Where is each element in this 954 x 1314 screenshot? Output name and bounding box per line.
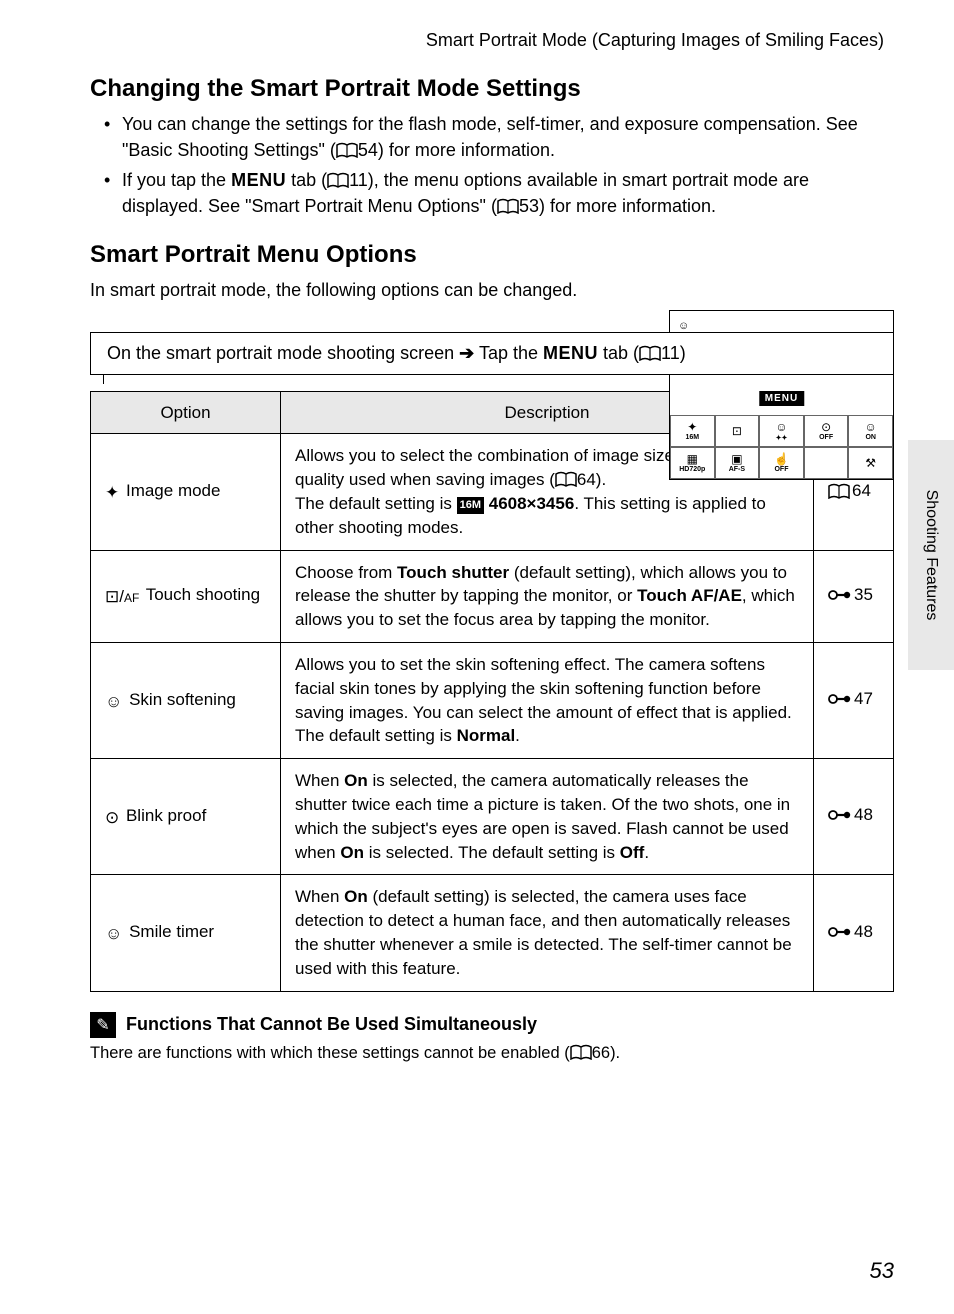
cell-label: 16M bbox=[685, 434, 699, 441]
book-icon bbox=[336, 142, 358, 158]
note-body-ref: 66 bbox=[592, 1044, 610, 1062]
cell-label: AF-S bbox=[729, 466, 745, 473]
camera-cell: ▣AF-S bbox=[715, 447, 760, 479]
camera-cell: ⊙OFF bbox=[804, 415, 849, 447]
cell-icon: ⊡ bbox=[732, 425, 742, 437]
bullet-1: You can change the settings for the flas… bbox=[108, 111, 894, 163]
table-row: ⊙ Blink proofWhen On is selected, the ca… bbox=[91, 759, 894, 875]
bullet1-ref: 54 bbox=[358, 140, 378, 160]
path-pre: On the smart portrait mode shooting scre… bbox=[107, 343, 459, 363]
cell-icon: ☺ bbox=[865, 421, 877, 433]
camera-cell: ☺✦✦ bbox=[759, 415, 804, 447]
cell-label: OFF bbox=[819, 434, 833, 441]
cell-icon: ☺ bbox=[775, 421, 787, 433]
bullet-2: If you tap the MENU tab (11), the menu o… bbox=[108, 167, 894, 219]
cell-label: OFF bbox=[774, 466, 788, 473]
camera-icon-grid: ✦16M ⊡ ☺✦✦ ⊙OFF ☺ON ▦HD720p ▣AF-S ☝OFF ⚒ bbox=[670, 415, 893, 479]
cell-label: HD720p bbox=[679, 466, 705, 473]
menu-tag: MENU bbox=[543, 343, 598, 363]
reference-cell: 47 bbox=[814, 642, 894, 758]
path-post: ) bbox=[680, 343, 686, 363]
navigation-path-box: On the smart portrait mode shooting scre… bbox=[90, 332, 894, 375]
cell-icon: ⚒ bbox=[865, 457, 876, 469]
bullet1-text-post: ) for more information. bbox=[378, 140, 555, 160]
camera-cell: ⚒ bbox=[848, 447, 893, 479]
note-body: There are functions with which these set… bbox=[90, 1044, 894, 1063]
camera-cell: ☝OFF bbox=[759, 447, 804, 479]
option-icon: ⊡/AF bbox=[105, 585, 139, 609]
menu-tag: MENU bbox=[231, 170, 286, 190]
note-body-pre: There are functions with which these set… bbox=[90, 1044, 570, 1062]
cell-icon: ✦ bbox=[687, 421, 697, 433]
path-post-pre: tab ( bbox=[603, 343, 639, 363]
option-cell: ☺ Smile timer bbox=[91, 875, 281, 991]
section2-intro: In smart portrait mode, the following op… bbox=[90, 277, 590, 304]
bullet2-ref2: 53 bbox=[519, 196, 539, 216]
th-option: Option bbox=[91, 392, 281, 434]
pencil-icon: ✎ bbox=[90, 1012, 116, 1038]
camera-cell bbox=[804, 447, 849, 479]
note-title: Functions That Cannot Be Used Simultaneo… bbox=[126, 1014, 537, 1035]
reference-cell: 48 bbox=[814, 875, 894, 991]
cell-icon: ▣ bbox=[731, 453, 742, 465]
option-icon: ✦ bbox=[105, 481, 119, 505]
book-icon bbox=[828, 482, 850, 506]
side-tab-label: Shooting Features bbox=[922, 490, 940, 621]
description-cell: When On is selected, the camera automati… bbox=[281, 759, 814, 875]
cell-label: ✦✦ bbox=[776, 434, 788, 442]
bullet2-mid1: tab ( bbox=[286, 170, 327, 190]
camera-menu-label: MENU bbox=[759, 391, 804, 406]
cell-icon: ☝ bbox=[774, 453, 789, 465]
description-cell: When On (default setting) is selected, t… bbox=[281, 875, 814, 991]
camera-cell: ✦16M bbox=[670, 415, 715, 447]
reference-cell: 48 bbox=[814, 759, 894, 875]
book-icon bbox=[497, 198, 519, 214]
path-mid: Tap the bbox=[479, 343, 543, 363]
path-arrow-icon: ➔ bbox=[459, 343, 474, 363]
camera-cell: ☺ON bbox=[848, 415, 893, 447]
option-icon: ☺ bbox=[105, 922, 122, 946]
cell-icon: ⊙ bbox=[821, 421, 831, 433]
book-icon bbox=[327, 172, 349, 188]
path-ref: 11 bbox=[661, 343, 680, 363]
option-icon: ☺ bbox=[105, 690, 122, 714]
option-cell: ✦ Image mode bbox=[91, 434, 281, 550]
option-cell: ⊙ Blink proof bbox=[91, 759, 281, 875]
table-row: ⊡/AF Touch shootingChoose from Touch shu… bbox=[91, 550, 894, 642]
bullet2-pre: If you tap the bbox=[122, 170, 231, 190]
description-cell: Allows you to set the skin softening eff… bbox=[281, 642, 814, 758]
link-icon bbox=[828, 690, 852, 714]
link-icon bbox=[828, 923, 852, 947]
camera-cell: ▦HD720p bbox=[670, 447, 715, 479]
section1-bullets: You can change the settings for the flas… bbox=[90, 111, 894, 219]
table-row: ☺ Skin softeningAllows you to set the sk… bbox=[91, 642, 894, 758]
bullet2-post: ) for more information. bbox=[539, 196, 716, 216]
book-icon bbox=[570, 1044, 592, 1060]
page-header: Smart Portrait Mode (Capturing Images of… bbox=[90, 30, 894, 51]
option-cell: ⊡/AF Touch shooting bbox=[91, 550, 281, 642]
page-number: 53 bbox=[870, 1258, 894, 1284]
camera-cell: ⊡ bbox=[715, 415, 760, 447]
side-tab: Shooting Features bbox=[908, 440, 954, 670]
section2-title: Smart Portrait Menu Options bbox=[90, 241, 894, 269]
reference-cell: 35 bbox=[814, 550, 894, 642]
book-icon bbox=[639, 345, 661, 361]
link-icon bbox=[828, 586, 852, 610]
table-row: ☺ Smile timerWhen On (default setting) i… bbox=[91, 875, 894, 991]
note-body-post: ). bbox=[610, 1044, 620, 1062]
options-table: Option Description ✦ Image modeAllows yo… bbox=[90, 391, 894, 991]
section1-title: Changing the Smart Portrait Mode Setting… bbox=[90, 75, 894, 103]
option-icon: ⊙ bbox=[105, 806, 119, 830]
cell-label: ON bbox=[865, 434, 876, 441]
description-cell: Choose from Touch shutter (default setti… bbox=[281, 550, 814, 642]
option-cell: ☺ Skin softening bbox=[91, 642, 281, 758]
bullet2-ref1: 11 bbox=[349, 170, 368, 190]
link-icon bbox=[828, 806, 852, 830]
cell-icon: ▦ bbox=[687, 453, 698, 465]
note-heading: ✎ Functions That Cannot Be Used Simultan… bbox=[90, 1012, 894, 1038]
